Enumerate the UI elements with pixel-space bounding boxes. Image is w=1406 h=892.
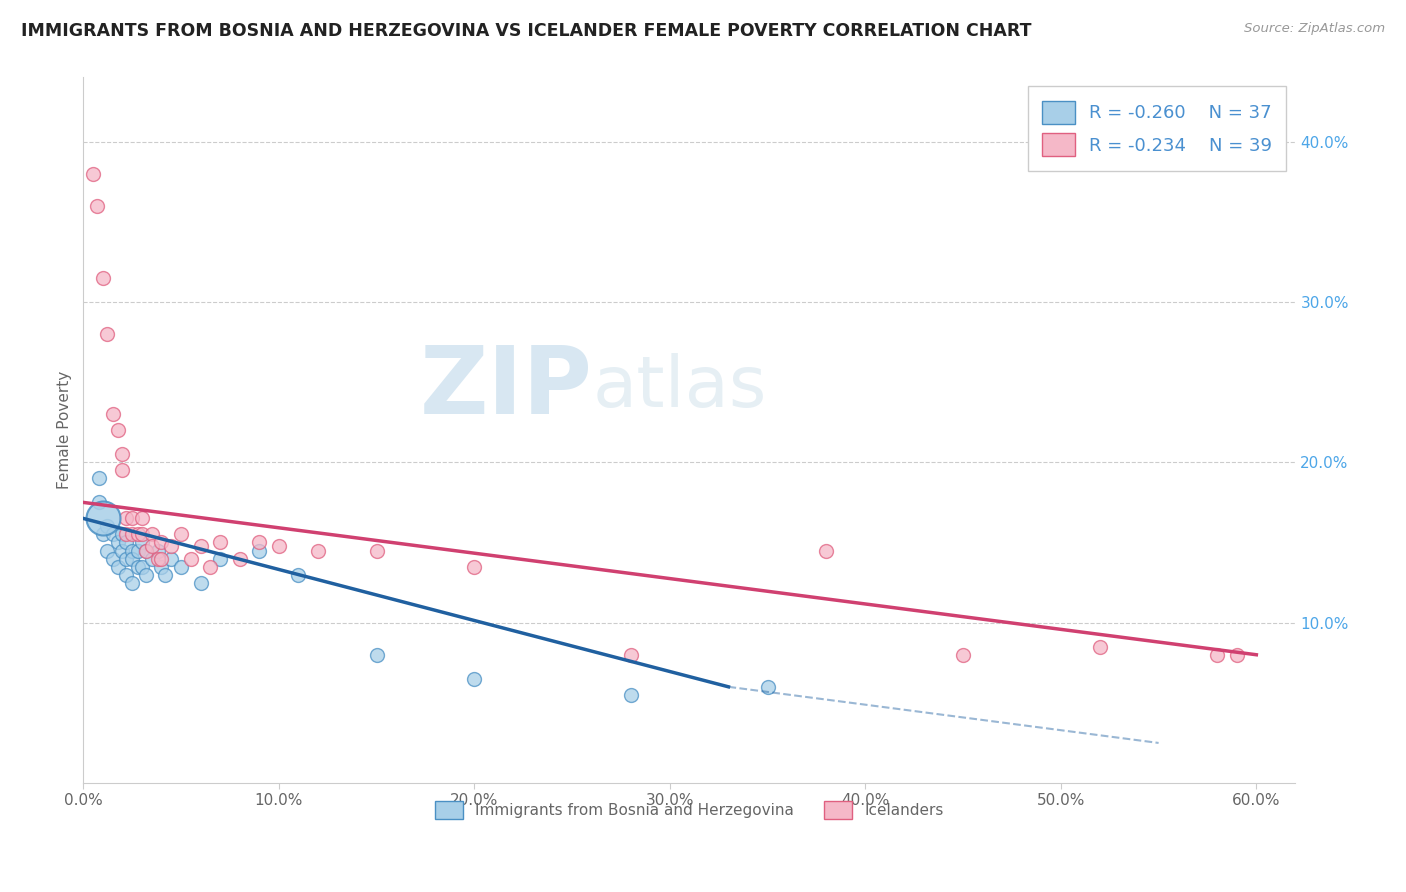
Point	[115, 551, 138, 566]
Point	[135, 567, 157, 582]
Point	[135, 543, 157, 558]
Point	[101, 407, 124, 421]
Point	[1206, 648, 1229, 662]
Point	[91, 271, 114, 285]
Point	[366, 648, 388, 662]
Point	[170, 559, 193, 574]
Y-axis label: Female Poverty: Female Poverty	[58, 371, 72, 490]
Point	[366, 543, 388, 558]
Point	[115, 527, 138, 541]
Point	[952, 648, 974, 662]
Point	[267, 539, 290, 553]
Point	[247, 543, 270, 558]
Point	[141, 539, 163, 553]
Point	[107, 423, 129, 437]
Point	[228, 551, 250, 566]
Point	[91, 527, 114, 541]
Text: IMMIGRANTS FROM BOSNIA AND HERZEGOVINA VS ICELANDER FEMALE POVERTY CORRELATION C: IMMIGRANTS FROM BOSNIA AND HERZEGOVINA V…	[21, 22, 1032, 40]
Point	[1226, 648, 1249, 662]
Point	[190, 575, 212, 590]
Point	[121, 527, 143, 541]
Point	[111, 527, 134, 541]
Point	[180, 551, 202, 566]
Point	[135, 543, 157, 558]
Point	[101, 551, 124, 566]
Point	[620, 688, 643, 702]
Point	[115, 511, 138, 525]
Point	[190, 539, 212, 553]
Point	[170, 527, 193, 541]
Point	[121, 543, 143, 558]
Point	[146, 551, 169, 566]
Point	[127, 543, 149, 558]
Point	[209, 535, 232, 549]
Point	[96, 519, 118, 533]
Legend: Immigrants from Bosnia and Herzegovina, Icelanders: Immigrants from Bosnia and Herzegovina, …	[429, 795, 949, 825]
Point	[115, 535, 138, 549]
Point	[141, 551, 163, 566]
Point	[121, 511, 143, 525]
Point	[121, 575, 143, 590]
Point	[131, 559, 153, 574]
Point	[111, 447, 134, 461]
Point	[200, 559, 222, 574]
Point	[463, 559, 485, 574]
Point	[87, 471, 110, 485]
Point	[150, 551, 173, 566]
Point	[756, 680, 779, 694]
Point	[160, 539, 183, 553]
Point	[107, 559, 129, 574]
Text: atlas: atlas	[592, 353, 766, 423]
Text: Source: ZipAtlas.com: Source: ZipAtlas.com	[1244, 22, 1385, 36]
Point	[815, 543, 838, 558]
Point	[150, 535, 173, 549]
Point	[287, 567, 309, 582]
Point	[146, 543, 169, 558]
Point	[87, 495, 110, 509]
Text: ZIP: ZIP	[419, 342, 592, 434]
Point	[131, 535, 153, 549]
Point	[307, 543, 329, 558]
Point	[1088, 640, 1111, 654]
Point	[620, 648, 643, 662]
Point	[91, 511, 114, 525]
Point	[141, 527, 163, 541]
Point	[111, 463, 134, 477]
Point	[96, 543, 118, 558]
Point	[121, 551, 143, 566]
Point	[247, 535, 270, 549]
Point	[155, 567, 177, 582]
Point	[96, 326, 118, 341]
Point	[209, 551, 232, 566]
Point	[101, 527, 124, 541]
Point	[115, 567, 138, 582]
Point	[463, 672, 485, 686]
Point	[86, 199, 108, 213]
Point	[107, 535, 129, 549]
Point	[131, 527, 153, 541]
Point	[111, 543, 134, 558]
Point	[150, 559, 173, 574]
Point	[82, 167, 104, 181]
Point	[131, 511, 153, 525]
Point	[127, 559, 149, 574]
Point	[160, 551, 183, 566]
Point	[127, 527, 149, 541]
